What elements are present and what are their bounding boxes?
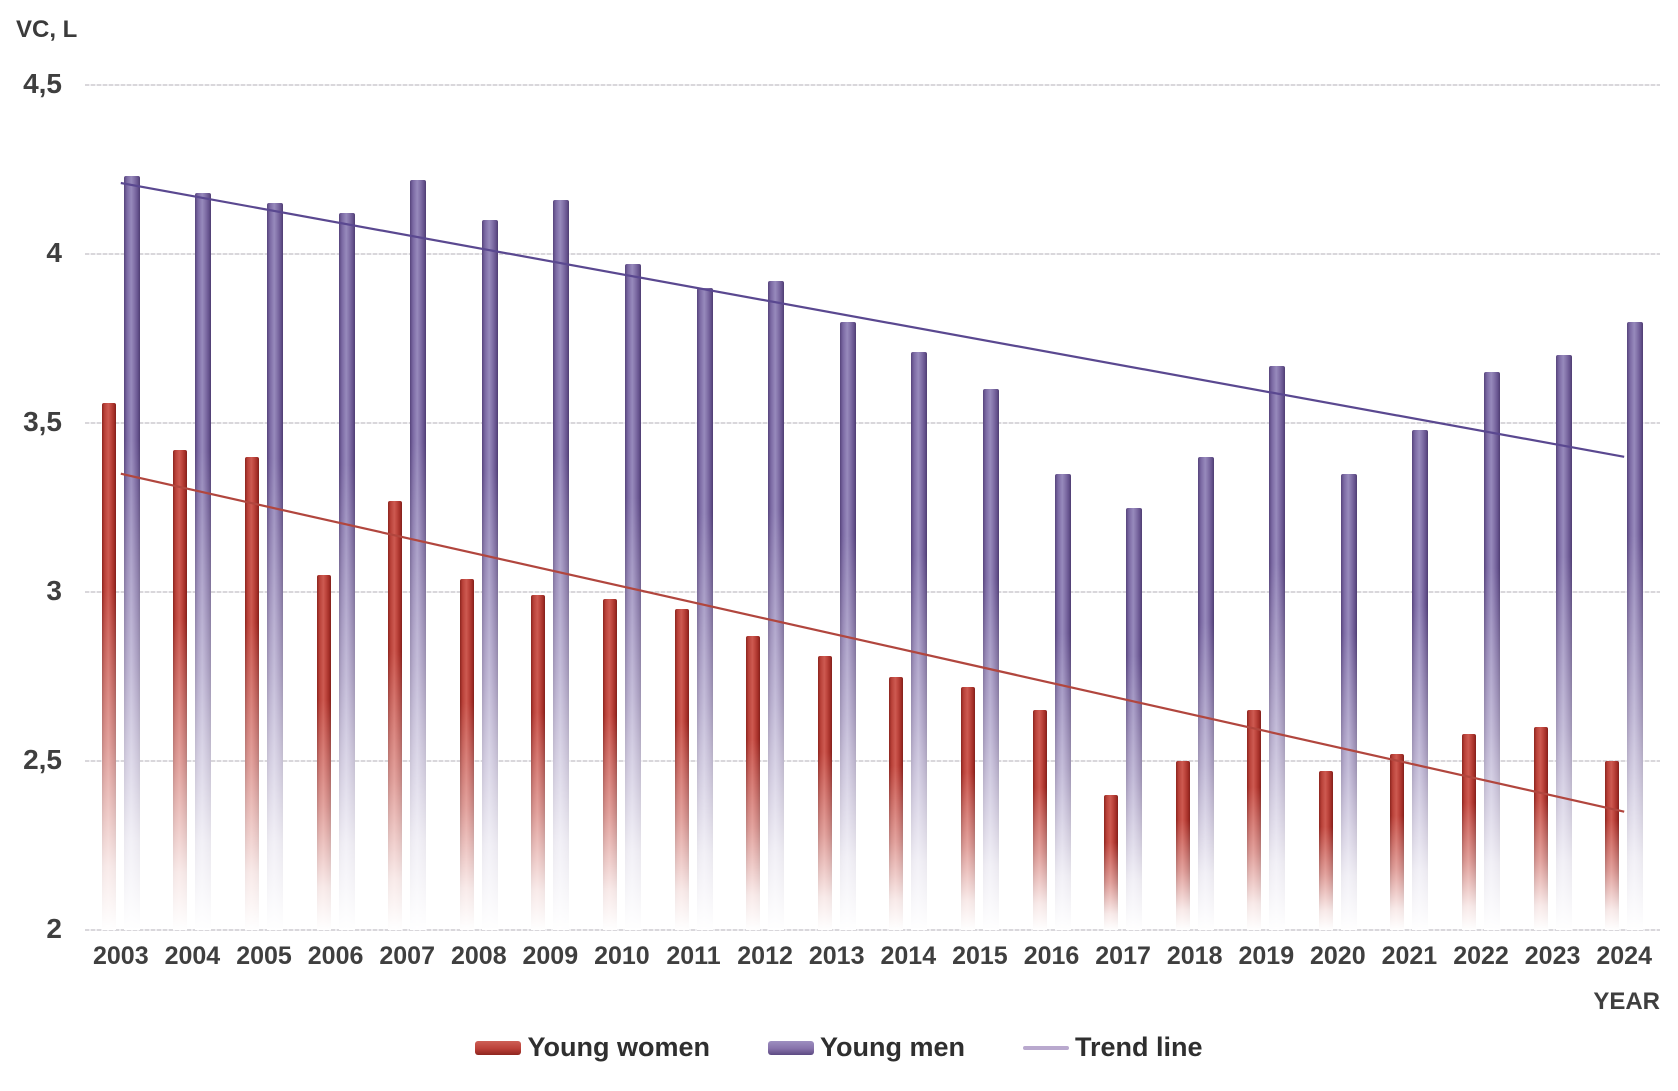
x-tick-label-2016: 2016 <box>1023 942 1080 970</box>
x-tick-label-2017: 2017 <box>1095 942 1151 970</box>
x-tick-label-2019: 2019 <box>1238 942 1295 970</box>
x-axis-title: YEAR <box>1593 988 1660 1015</box>
x-tick-label-2003: 2003 <box>92 942 149 970</box>
bar-young-women-2014 <box>889 676 904 930</box>
young-women-swatch-icon <box>475 1040 522 1055</box>
x-tick-label-2008: 2008 <box>450 942 507 970</box>
bar-young-women-2005 <box>245 456 259 930</box>
y-tick-label-4: 4 <box>46 237 62 268</box>
trend-line-young-women <box>120 472 1625 813</box>
bar-young-men-2007 <box>410 179 427 930</box>
bar-young-women-2015 <box>960 686 975 930</box>
x-tick-label-2024: 2024 <box>1596 942 1652 970</box>
bar-young-men-2019 <box>1269 365 1286 930</box>
gridline-4 <box>85 253 1660 255</box>
bar-young-women-2007 <box>388 500 403 930</box>
bar-young-men-2010 <box>624 264 641 930</box>
x-tick-label-2004: 2004 <box>164 942 221 970</box>
trend-line-swatch-icon <box>1022 1045 1069 1050</box>
trend-line-young-men <box>120 181 1625 458</box>
y-tick-label-3: 3 <box>46 575 62 606</box>
bar-young-men-2003 <box>123 176 140 930</box>
bar-young-women-2003 <box>101 402 116 930</box>
bar-young-women-2018 <box>1175 761 1190 930</box>
gridline-2,5 <box>85 760 1660 762</box>
x-tick-label-2006: 2006 <box>307 942 364 970</box>
bar-young-men-2014 <box>911 352 928 930</box>
gridline-2 <box>85 929 1660 931</box>
bar-young-men-2021 <box>1412 429 1429 930</box>
y-tick-label-2: 2 <box>46 913 62 944</box>
bar-young-women-2010 <box>602 598 617 930</box>
young-men-swatch-icon <box>767 1040 814 1055</box>
bar-young-women-2006 <box>316 575 331 930</box>
legend-item-trend-line: Trend line <box>1022 1032 1203 1063</box>
x-tick-label-2012: 2012 <box>737 942 793 970</box>
legend-label-young-women: Young women <box>527 1032 710 1062</box>
chart-legend: Young women Young men Trend line <box>0 1032 1678 1063</box>
bar-young-women-2022 <box>1462 734 1476 930</box>
bar-young-women-2024 <box>1605 761 1620 930</box>
bar-young-women-2012 <box>746 635 761 930</box>
gridline-3,5 <box>85 422 1660 424</box>
y-tick-label-4,5: 4,5 <box>23 68 62 99</box>
bar-young-men-2008 <box>481 220 498 930</box>
y-tick-label-2,5: 2,5 <box>23 744 62 775</box>
legend-label-young-men: Young men <box>819 1032 965 1062</box>
x-tick-label-2015: 2015 <box>952 942 1008 970</box>
bar-young-men-2006 <box>338 213 355 930</box>
bar-young-women-2023 <box>1533 727 1548 930</box>
x-tick-label-2005: 2005 <box>236 942 292 970</box>
bar-young-men-2018 <box>1197 456 1214 930</box>
legend-label-trend-line: Trend line <box>1074 1032 1203 1062</box>
bar-young-men-2005 <box>267 203 283 930</box>
bar-young-men-2012 <box>768 281 785 930</box>
bar-young-women-2011 <box>674 608 689 930</box>
bar-young-men-2020 <box>1340 473 1357 930</box>
bar-young-men-2004 <box>195 193 212 930</box>
bar-young-men-2013 <box>839 321 856 930</box>
bar-young-women-2020 <box>1318 771 1333 930</box>
x-tick-label-2013: 2013 <box>808 942 865 970</box>
bar-young-women-2008 <box>459 578 474 930</box>
bar-young-women-2013 <box>817 656 832 930</box>
y-axis-title: VC, L <box>16 16 78 43</box>
bar-young-women-2019 <box>1247 710 1262 930</box>
x-tick-label-2009: 2009 <box>522 942 579 970</box>
bar-young-women-2021 <box>1390 754 1405 930</box>
bar-young-men-2017 <box>1126 507 1143 930</box>
x-tick-label-2010: 2010 <box>594 942 650 970</box>
bar-young-men-2015 <box>982 389 999 930</box>
bar-young-men-2011 <box>696 287 713 930</box>
bar-young-men-2022 <box>1484 372 1500 930</box>
bar-young-men-2009 <box>553 199 570 930</box>
x-tick-label-2021: 2021 <box>1381 942 1438 970</box>
x-tick-label-2020: 2020 <box>1309 942 1366 970</box>
bar-young-women-2017 <box>1104 794 1119 930</box>
gridline-3 <box>85 591 1660 593</box>
y-tick-label-3,5: 3,5 <box>23 406 62 437</box>
bar-young-men-2023 <box>1555 355 1572 930</box>
x-tick-label-2023: 2023 <box>1524 942 1581 970</box>
x-tick-label-2014: 2014 <box>880 942 937 970</box>
legend-item-young-men: Young men <box>767 1032 965 1063</box>
x-tick-label-2018: 2018 <box>1166 942 1223 970</box>
bar-young-men-2016 <box>1054 473 1071 930</box>
x-tick-label-2022: 2022 <box>1453 942 1509 970</box>
gridline-4,5 <box>85 84 1660 86</box>
bar-young-women-2016 <box>1032 710 1047 930</box>
bar-young-men-2024 <box>1627 321 1644 930</box>
x-tick-label-2007: 2007 <box>379 942 435 970</box>
bar-young-women-2004 <box>173 450 188 930</box>
bar-young-women-2009 <box>531 595 546 930</box>
legend-item-young-women: Young women <box>475 1032 710 1063</box>
x-tick-label-2011: 2011 <box>666 942 721 970</box>
